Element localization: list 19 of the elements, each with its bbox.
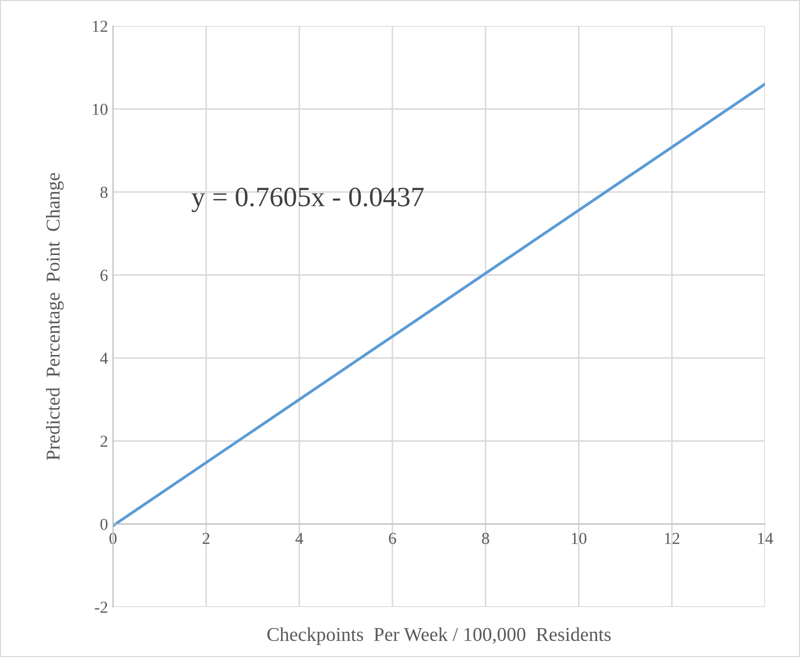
annotation: y = 0.7605x - 0.0437 [192,188,424,212]
y-tick-label: 12 [92,20,108,32]
y-tick-label: 2 [100,436,108,447]
x-tick-label: 12 [664,532,680,544]
x-tick-label: 4 [295,532,304,544]
y-tick-label: 4 [100,352,108,364]
x-tick-label: 6 [388,532,396,544]
x-tick-label: 0 [109,532,117,544]
x-tick-label: 10 [572,532,586,544]
y-tick-label: 6 [100,270,108,281]
x-tick-label: 2 [202,532,210,544]
x-axis-title: Checkpoints Per Week / 100,000 Residents [267,627,611,645]
y-tick-label: -2 [94,602,108,613]
y-axis-title: Predicted Percentage Point Change [46,173,64,460]
x-tick-label: 8 [482,532,490,544]
x-tick-label: 14 [758,532,774,544]
y-tick-label: 10 [92,104,108,115]
y-tick-label: 0 [100,518,108,530]
y-tick-label: 8 [100,186,108,198]
